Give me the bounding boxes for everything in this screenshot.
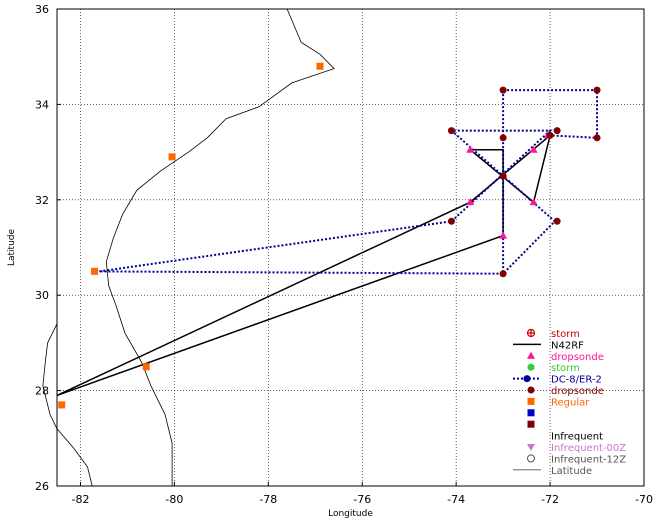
grid-lines: [57, 9, 644, 486]
legend-marker: [527, 454, 535, 463]
legend-entry: Infrequent-12Z: [527, 454, 626, 465]
legend-label: N42RF: [551, 340, 584, 351]
legend-label: Infrequent: [551, 432, 603, 443]
legend-entry: DC-8/ER-2: [513, 375, 602, 386]
track-er-2-box: [503, 89, 598, 139]
legend-entry: [527, 409, 535, 417]
legend-entry: N42RF: [513, 340, 584, 351]
coastline: [42, 8, 335, 487]
legend-entry: storm: [526, 328, 580, 340]
legend-marker: [527, 397, 535, 405]
legend-entry: Regular: [527, 397, 590, 408]
x-tick-label: -76: [353, 493, 371, 506]
marker-circle: [447, 217, 455, 225]
legend-entry: storm: [527, 363, 580, 374]
y-tick-label: 30: [35, 289, 49, 302]
marker-square: [142, 363, 150, 371]
legend-label: Regular: [551, 397, 590, 408]
legend-marker: [527, 444, 535, 451]
y-tick-label: 34: [35, 98, 49, 111]
marker-circle: [499, 134, 507, 142]
x-tick-label: -72: [541, 493, 559, 506]
marker-circle: [447, 127, 455, 135]
plot-area: [57, 9, 644, 486]
legend-marker: [527, 351, 535, 359]
marker-circle: [593, 86, 601, 94]
marker-square: [91, 267, 99, 275]
legend-label: dropsonde: [551, 352, 604, 363]
marker-circle: [553, 127, 561, 135]
y-tick-label: 36: [35, 3, 49, 16]
x-tick-label: -74: [447, 493, 465, 506]
legend-label: storm: [551, 363, 580, 374]
marker-square: [58, 401, 66, 409]
legend: stormN42RFdropsondestormDC-8/ER-2dropson…: [513, 328, 626, 477]
x-axis-label: Longitude: [328, 509, 373, 519]
x-tick-label: -78: [259, 493, 277, 506]
legend-label: Latitude: [551, 466, 592, 477]
legend-label: Infrequent-12Z: [551, 454, 626, 465]
legend-entry: Infrequent-00Z: [527, 443, 626, 454]
legend-label: storm: [551, 329, 580, 340]
legend-label: Infrequent-00Z: [551, 443, 626, 454]
legend-entry: Latitude: [513, 466, 592, 477]
marker-triangle: [466, 198, 475, 206]
coastline-east: [105, 8, 335, 486]
x-tick-label: -70: [635, 493, 653, 506]
legend-marker: [527, 386, 535, 394]
legend-marker: [526, 328, 536, 338]
legend-entry: [527, 420, 535, 428]
coastline-gulf: [42, 323, 93, 487]
legend-label: DC-8/ER-2: [551, 375, 602, 386]
axis-ticks: -82 -80 -78 -76 -74 -72 -70 26 28 30 32 34 36: [35, 3, 653, 506]
marker-circle: [553, 217, 561, 225]
marker-triangle: [466, 145, 475, 153]
legend-marker: [527, 409, 535, 417]
marker-triangle: [499, 231, 508, 239]
marker-circle: [499, 172, 507, 180]
y-tick-label: 28: [35, 385, 49, 398]
legend-entry: Infrequent: [551, 432, 603, 443]
marker-circle: [546, 131, 554, 139]
marker-triangle: [529, 145, 538, 153]
legend-entry: dropsonde: [527, 386, 604, 397]
legend-entry: dropsonde: [527, 351, 604, 363]
marker-square: [316, 62, 324, 70]
marker-triangle: [529, 198, 538, 206]
legend-marker: [527, 363, 535, 371]
x-tick-label: -80: [165, 493, 183, 506]
marker-circle: [499, 270, 507, 278]
legend-marker: [527, 420, 535, 428]
plot-frame: [56, 8, 645, 487]
marker-square: [168, 153, 176, 161]
y-tick-label: 32: [35, 194, 49, 207]
legend-marker: [523, 375, 531, 383]
marker-circle: [593, 134, 601, 142]
y-axis-label: Latitude: [7, 229, 17, 267]
legend-label: dropsonde: [551, 386, 604, 397]
x-tick-label: -82: [71, 493, 89, 506]
data-markers: [58, 62, 601, 409]
marker-circle: [499, 86, 507, 94]
y-tick-label: 26: [35, 480, 49, 493]
